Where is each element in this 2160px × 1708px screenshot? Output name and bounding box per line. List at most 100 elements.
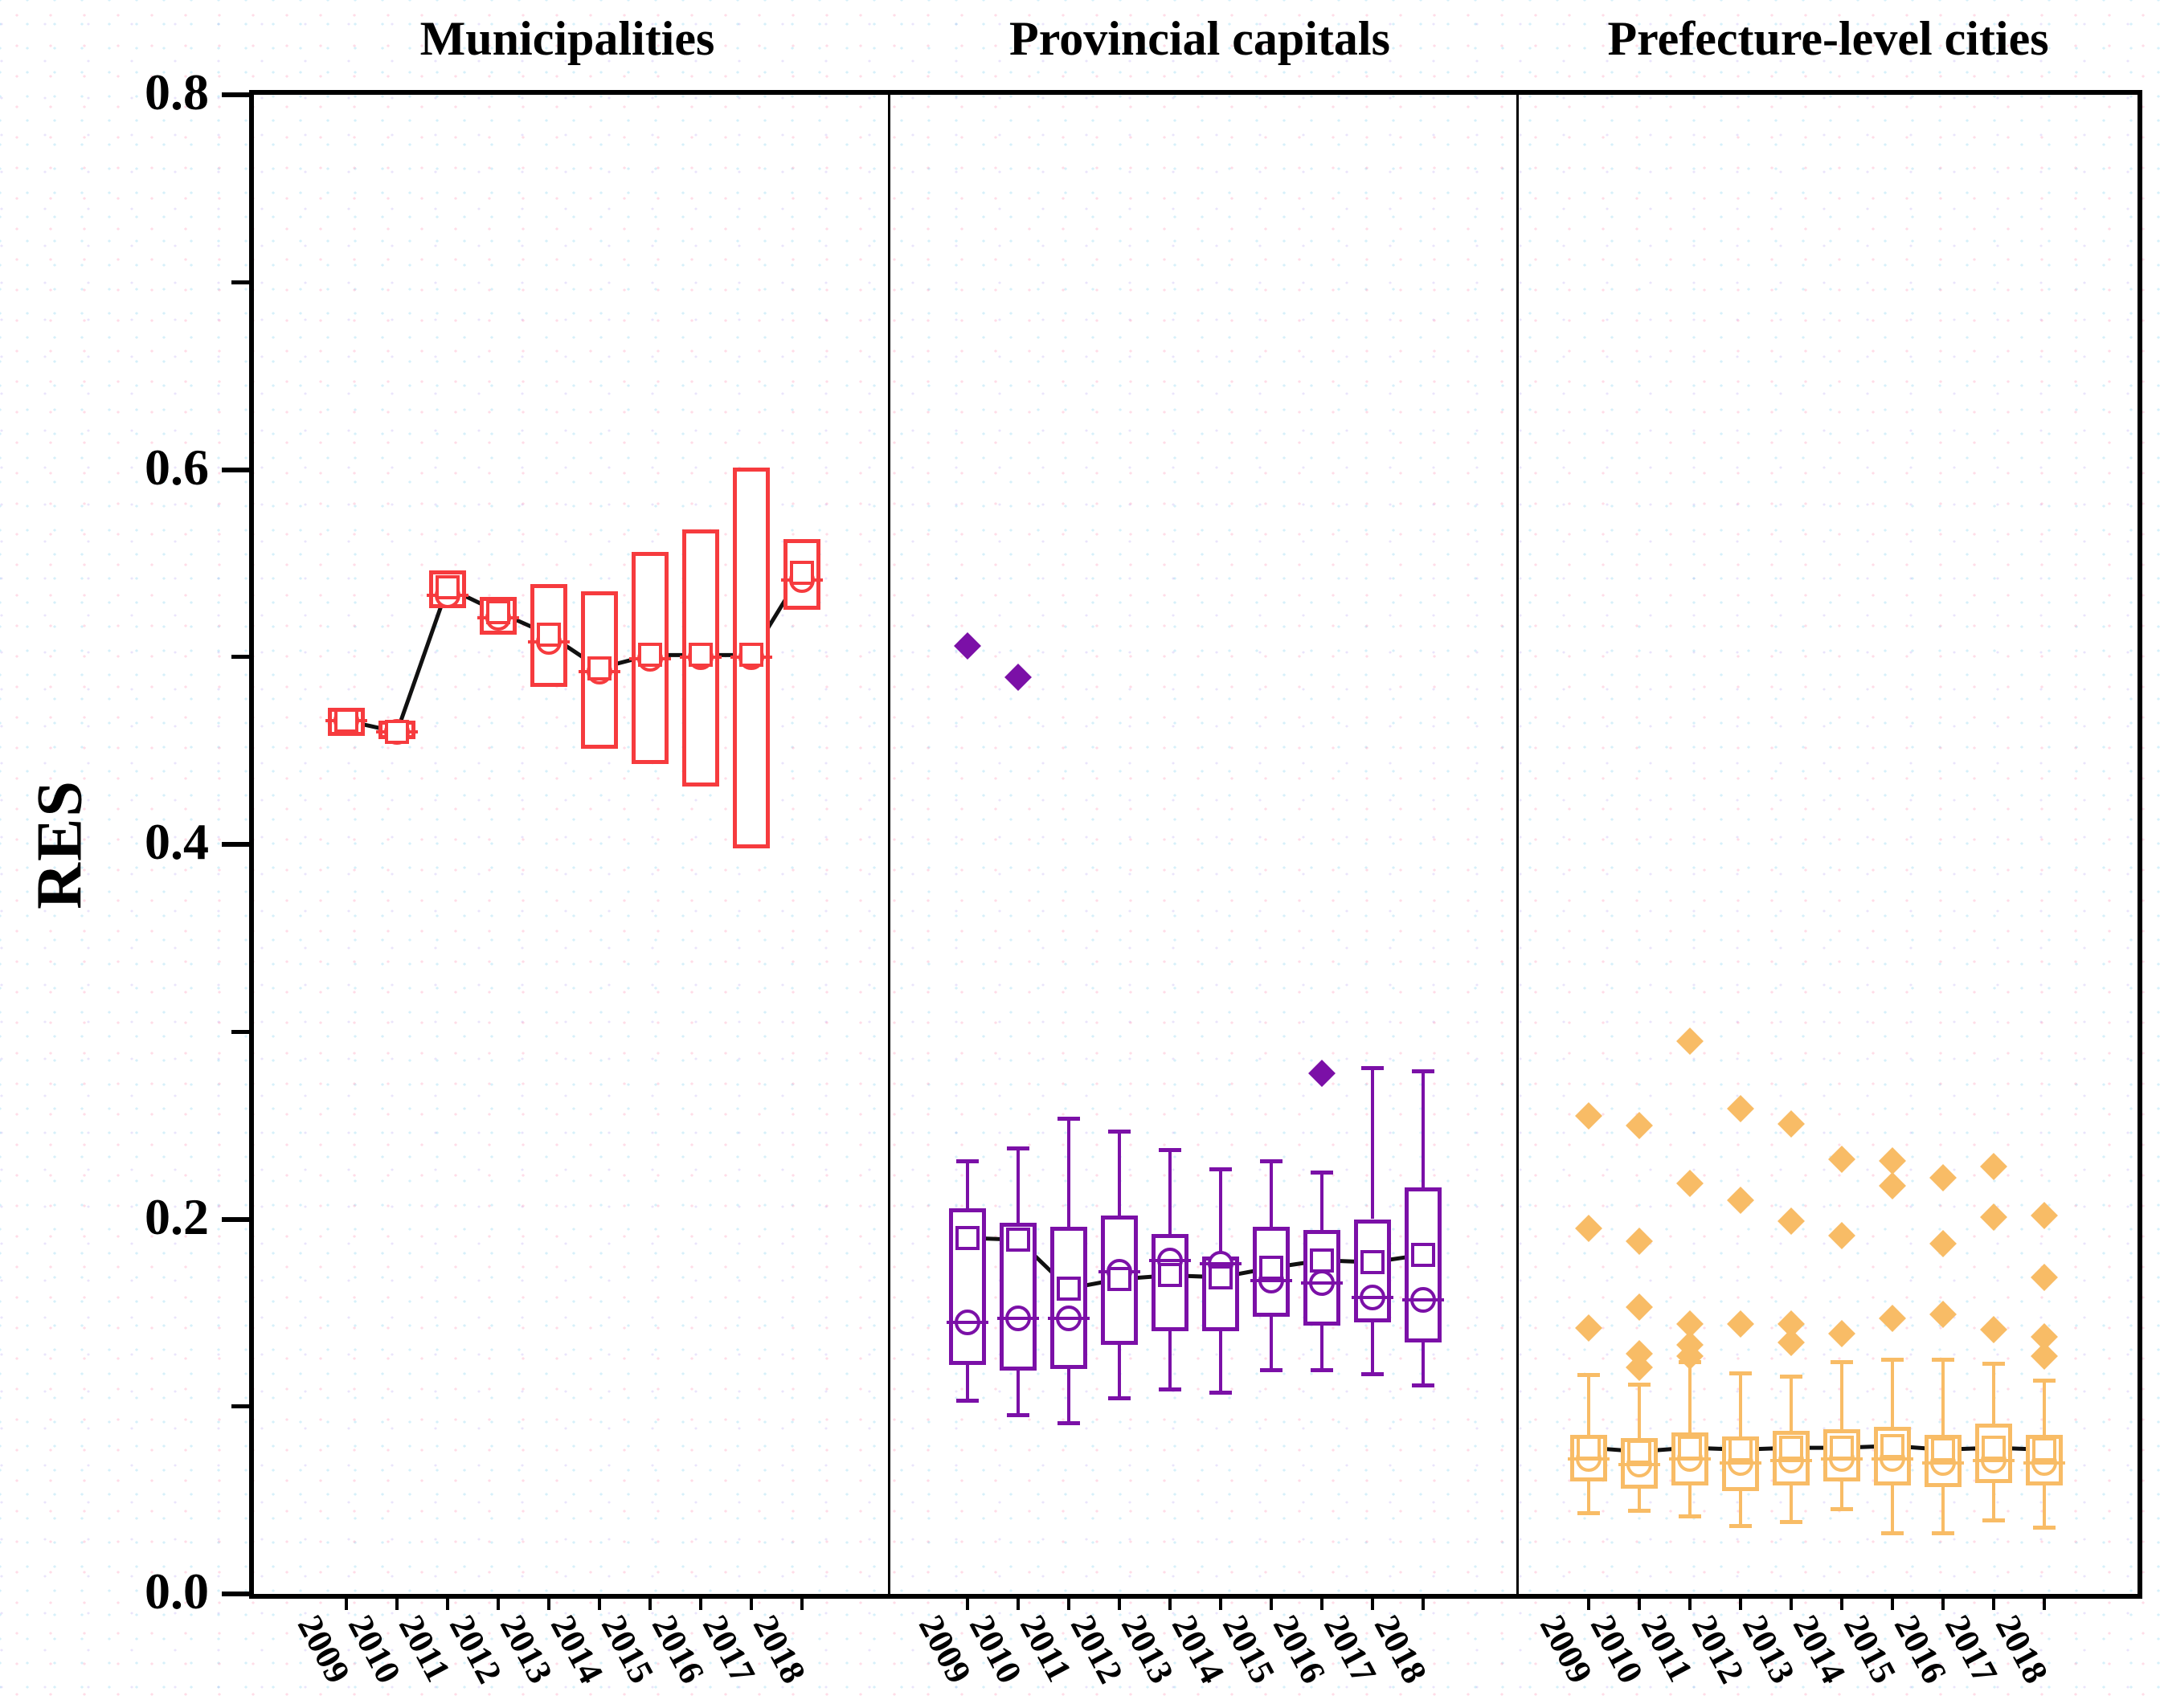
- whisker-cap: [1311, 1171, 1333, 1175]
- x-tick: [1688, 1599, 1692, 1610]
- x-year-label: 2009: [289, 1608, 358, 1690]
- x-tick: [2043, 1599, 2046, 1610]
- whisker-cap: [1412, 1069, 1434, 1074]
- x-tick: [800, 1599, 804, 1610]
- whisker: [1840, 1361, 1843, 1429]
- mean-marker: [689, 643, 713, 668]
- panel-divider: [1516, 95, 1519, 1594]
- whisker: [1688, 1361, 1692, 1433]
- panel-municipalities: [254, 95, 890, 1594]
- whisker-cap: [1209, 1391, 1232, 1395]
- panel-title-prefecture-cities: Prefecture-level cities: [1607, 12, 2049, 65]
- median-line: [997, 1317, 1039, 1321]
- whisker: [1320, 1326, 1323, 1371]
- box: [1101, 1215, 1138, 1345]
- x-tick: [1017, 1599, 1020, 1610]
- mean-line: [1588, 1444, 2045, 1454]
- whisker-cap: [1260, 1159, 1282, 1164]
- mean-line: [967, 1236, 1424, 1291]
- x-tick: [1941, 1599, 1945, 1610]
- x-tick: [1790, 1599, 1793, 1610]
- whisker: [1168, 1150, 1172, 1235]
- median-line: [2023, 1461, 2065, 1465]
- panel-title-provincial-capitals: Provincial capitals: [1009, 12, 1390, 65]
- whisker: [1371, 1067, 1374, 1220]
- whisker: [1067, 1369, 1070, 1424]
- panel-title-municipalities: Municipalities: [419, 12, 715, 65]
- mean-marker: [1678, 1436, 1702, 1461]
- mean-marker: [790, 560, 814, 585]
- whisker: [1320, 1172, 1323, 1231]
- y-minor-tick: [231, 280, 249, 284]
- mean-marker: [1931, 1437, 1955, 1462]
- x-year-label: 2016: [644, 1608, 713, 1690]
- mean-marker: [1627, 1439, 1651, 1464]
- median-line: [1402, 1297, 1444, 1301]
- mean-marker: [1411, 1242, 1435, 1267]
- whisker-cap: [1982, 1518, 2005, 1523]
- x-tick: [699, 1599, 702, 1610]
- whisker: [1739, 1372, 1742, 1437]
- whisker-cap: [1881, 1358, 1904, 1363]
- whisker-cap: [1058, 1420, 1080, 1425]
- whisker: [1017, 1371, 1020, 1416]
- mean-line: [346, 571, 804, 734]
- median-line: [1200, 1262, 1242, 1266]
- x-tick: [1067, 1599, 1070, 1610]
- x-tick: [446, 1599, 449, 1610]
- y-major-tick: [222, 1216, 249, 1222]
- x-tick: [1168, 1599, 1172, 1610]
- x-year-label: 2015: [593, 1608, 662, 1690]
- x-year-label: 2015: [1835, 1608, 1904, 1690]
- whisker-cap: [1679, 1514, 1701, 1519]
- whisker: [1219, 1168, 1222, 1257]
- mean-marker: [1577, 1436, 1601, 1461]
- x-year-label: 2015: [1214, 1608, 1283, 1690]
- whisker-cap: [1831, 1359, 1853, 1364]
- x-year-label: 2014: [1785, 1608, 1854, 1690]
- x-year-label: 2014: [1164, 1608, 1233, 1690]
- whisker-cap: [956, 1159, 979, 1164]
- whisker: [1270, 1316, 1273, 1371]
- whisker: [1739, 1490, 1742, 1527]
- x-year-label: 2018: [745, 1608, 814, 1690]
- whisker: [1790, 1376, 1793, 1432]
- mean-marker: [1779, 1436, 1803, 1461]
- whisker: [1219, 1331, 1222, 1394]
- y-tick-label: 0.2: [145, 1187, 209, 1245]
- whisker: [2043, 1485, 2046, 1529]
- whisker: [1587, 1375, 1590, 1435]
- whisker: [1992, 1363, 1995, 1424]
- x-tick: [1992, 1599, 1995, 1610]
- mean-marker: [739, 643, 763, 668]
- whisker-cap: [1361, 1372, 1384, 1377]
- whisker: [1168, 1331, 1172, 1390]
- median-line: [1301, 1281, 1343, 1285]
- x-tick: [966, 1599, 969, 1610]
- median-line: [1770, 1459, 1812, 1463]
- whisker: [1638, 1383, 1641, 1439]
- x-tick: [497, 1599, 500, 1610]
- plot-area: [249, 90, 2142, 1599]
- x-tick: [1840, 1599, 1843, 1610]
- median-line: [1618, 1463, 1660, 1467]
- whisker-cap: [1881, 1531, 1904, 1536]
- mean-marker: [1360, 1250, 1385, 1275]
- whisker: [1118, 1344, 1121, 1399]
- x-tick: [1422, 1599, 1425, 1610]
- y-major-tick: [222, 842, 249, 847]
- whisker: [966, 1161, 969, 1208]
- median-line: [1922, 1461, 1964, 1465]
- whisker-cap: [956, 1398, 979, 1403]
- x-tick: [1891, 1599, 1894, 1610]
- x-tick: [1219, 1599, 1222, 1610]
- whisker-cap: [2033, 1526, 2056, 1530]
- whisker-cap: [1159, 1387, 1181, 1391]
- mean-marker: [1158, 1263, 1182, 1288]
- y-tick-label: 0.4: [145, 813, 209, 871]
- whisker: [1891, 1485, 1894, 1534]
- whisker-cap: [1932, 1531, 1954, 1536]
- x-year-label: 2013: [492, 1608, 561, 1690]
- x-tick: [750, 1599, 753, 1610]
